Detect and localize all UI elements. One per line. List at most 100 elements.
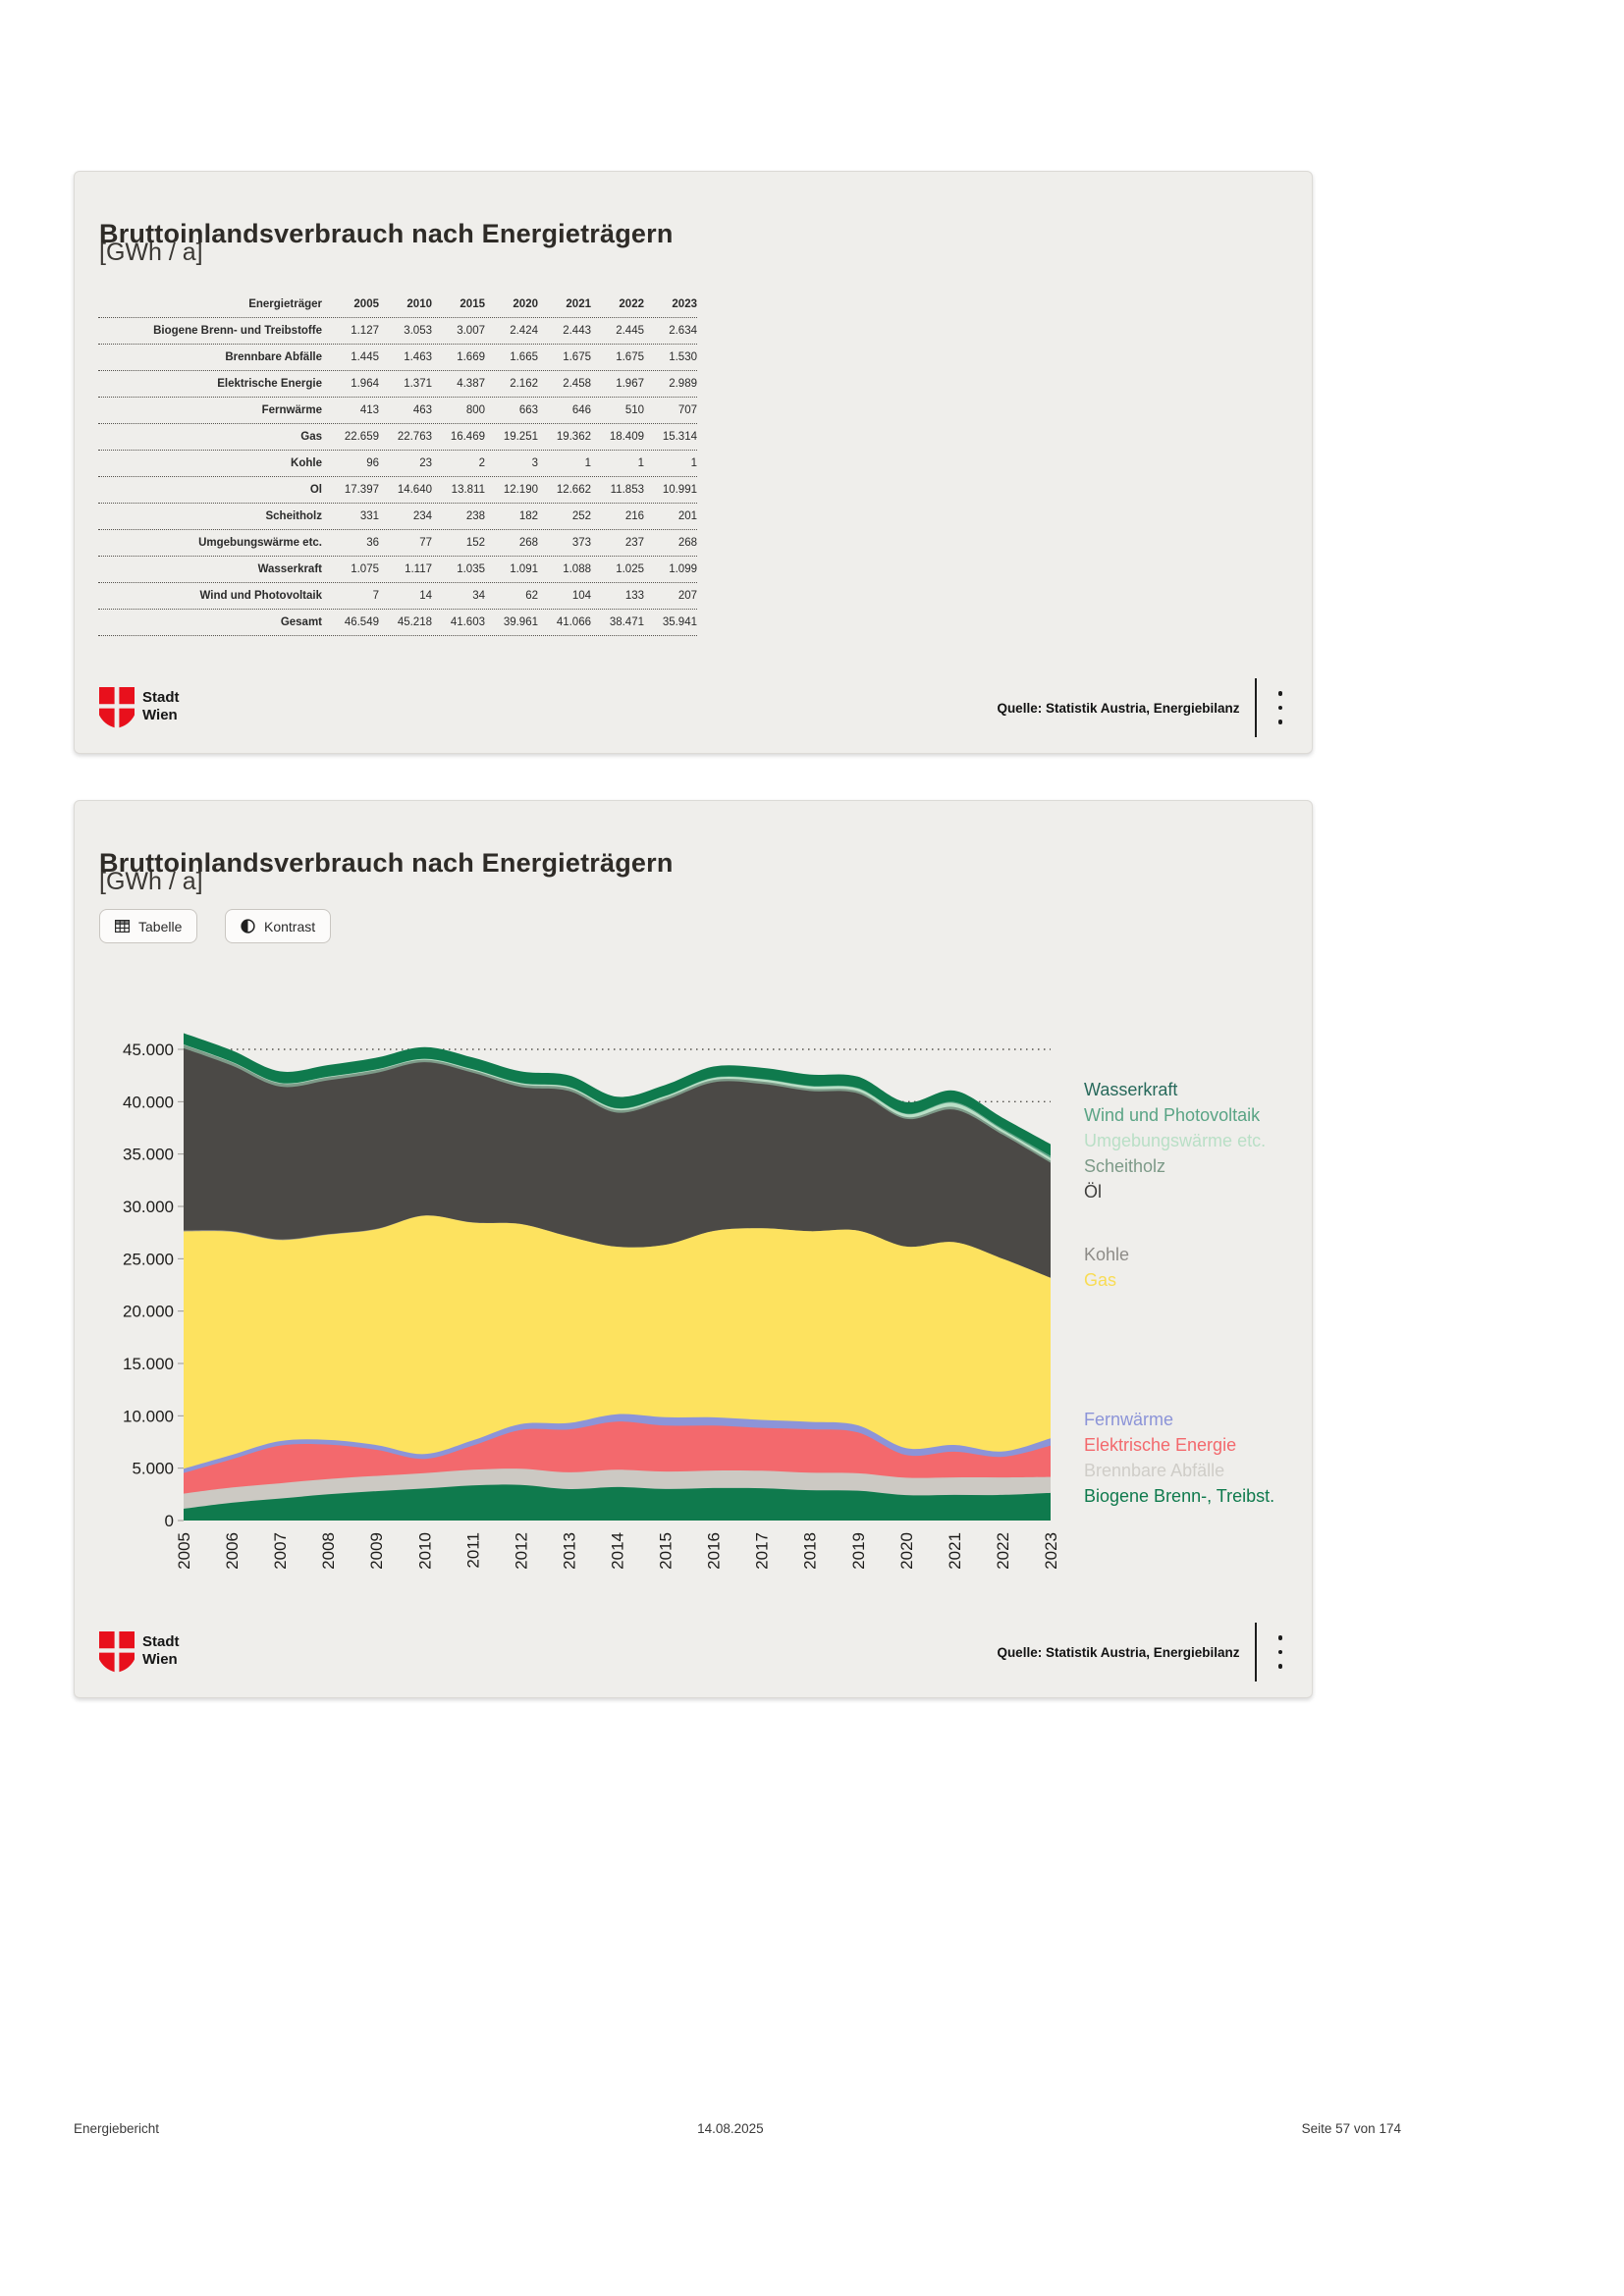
value-cell: 12.190 [503,484,538,496]
legend-wasserkraft[interactable]: Wasserkraft [1084,1080,1177,1099]
x-tick-label: 2006 [223,1532,242,1570]
value-cell: 663 [518,404,538,416]
y-tick-label: 10.000 [123,1407,174,1425]
x-axis-labels: 2005 2006 2007 2008 2009 2010 2011 2012 2013 2014… [175,1532,1060,1570]
value-cell: 1.530 [669,351,697,363]
value-cell: 14 [419,590,432,602]
y-tick-label: 30.000 [123,1198,174,1216]
table-row: Wasserkraft 1.075 1.117 1.035 1.091 1.088 1.02… [98,557,697,583]
legend-biogene-brenn-treibst[interactable]: Biogene Brenn-, Treibst. [1084,1486,1274,1506]
value-cell: 36 [366,537,379,549]
value-cell: 34 [472,590,485,602]
value-cell: 413 [359,404,379,416]
x-tick-label: 2023 [1042,1532,1060,1570]
value-cell: 11.853 [610,484,644,496]
value-cell: 237 [624,537,644,549]
table-row: Wind und Photovoltaik 7 14 34 62 104 133 207 [98,583,697,610]
value-cell: 16.469 [450,431,485,443]
value-cell: 238 [465,510,485,522]
x-tick-label: 2010 [415,1532,434,1570]
value-cell: 19.362 [556,431,591,443]
logo-line-2: Wien [142,1650,178,1668]
column-header-label: Energieträger [248,298,322,310]
x-tick-label: 2016 [705,1532,724,1570]
value-cell: 1.463 [404,351,432,363]
value-cell: 1.669 [457,351,485,363]
kebab-menu-icon[interactable] [1269,683,1293,732]
value-cell: 1 [690,457,697,469]
value-cell: 331 [359,510,379,522]
value-cell: 1.099 [669,563,697,575]
value-cell: 2.989 [669,378,697,390]
value-cell: 77 [419,537,432,549]
row-label: Gesamt [280,616,322,628]
value-cell: 19.251 [503,431,538,443]
legend-brennbare-abf-lle[interactable]: Brennbare Abfälle [1084,1461,1224,1480]
x-tick-label: 2009 [367,1532,386,1570]
legend-kohle[interactable]: Kohle [1084,1245,1129,1264]
legend-l[interactable]: Öl [1084,1182,1102,1201]
table-row: Fernwärme 413 463 800 663 646 510 707 [98,398,697,424]
value-cell: 2.443 [563,325,591,337]
table-row: Brennbare Abfälle 1.445 1.463 1.669 1.665 1.6… [98,345,697,371]
logo-line-2: Wien [142,706,178,723]
x-tick-label: 2007 [271,1532,290,1570]
value-cell: 1.964 [351,378,379,390]
value-cell: 46.549 [344,616,379,628]
legend-scheitholz[interactable]: Scheitholz [1084,1156,1165,1176]
value-cell: 41.603 [450,616,485,628]
x-tick-label: 2017 [753,1532,772,1570]
stadt-wien-shield-icon [99,687,135,728]
value-cell: 152 [465,537,485,549]
legend-elektrische-energie[interactable]: Elektrische Energie [1084,1435,1236,1455]
row-label: Brennbare Abfälle [225,351,322,363]
legend-fernw-rme[interactable]: Fernwärme [1084,1410,1173,1429]
value-cell: 18.409 [609,431,644,443]
contrast-icon [241,919,255,934]
x-tick-label: 2021 [946,1532,964,1570]
area-biogene-brenn-treibst[interactable] [184,1484,1051,1521]
y-tick-label: 20.000 [123,1303,174,1321]
card-title: Bruttoinlandsverbrauch nach Energieträge… [99,848,674,879]
value-cell: 216 [624,510,644,522]
value-cell: 234 [412,510,432,522]
value-cell: 3 [531,457,538,469]
row-label: Umgebungswärme etc. [198,537,322,549]
row-label: Gas [300,431,322,443]
kebab-menu-icon[interactable] [1269,1628,1293,1677]
consumption-area-chart[interactable]: 0 5.000 10.000 15.000 20.000 25.000 30.000 35.0… [75,997,1314,1606]
table-row: Gesamt 46.549 45.218 41.603 39.961 41.066 38.4… [98,610,697,636]
value-cell: 104 [571,590,591,602]
legend-gas[interactable]: Gas [1084,1270,1116,1290]
value-cell: 1.075 [351,563,379,575]
value-cell: 800 [465,404,485,416]
value-cell: 646 [571,404,591,416]
stacked-areas[interactable] [184,1033,1051,1522]
value-cell: 38.471 [609,616,644,628]
table-row: Öl 17.397 14.640 13.811 12.190 12.662 11.853 10… [98,477,697,504]
contrast-button[interactable]: Kontrast [225,909,332,943]
value-cell: 15.314 [662,431,697,443]
value-cell: 1.127 [351,325,379,337]
table-view-button[interactable]: Tabelle [99,909,198,943]
value-cell: 252 [571,510,591,522]
y-tick-label: 5.000 [132,1460,174,1478]
value-cell: 2.458 [563,378,591,390]
table-row: Biogene Brenn- und Treibstoffe 1.127 3.053… [98,318,697,345]
table-icon [115,920,130,933]
x-tick-label: 2014 [609,1532,627,1570]
value-cell: 7 [372,590,379,602]
document-title: Energiebericht [74,2121,160,2136]
column-header-cell: 2023 [672,298,697,310]
legend-wind-und-photovoltaik[interactable]: Wind und Photovoltaik [1084,1105,1261,1125]
value-cell: 1.025 [616,563,644,575]
value-cell: 1.445 [351,351,379,363]
card-title: Bruttoinlandsverbrauch nach Energieträge… [99,219,674,249]
legend-umgebungsw-rme-etc[interactable]: Umgebungswärme etc. [1084,1131,1266,1150]
card-unit-subtitle: [GWh / a] [99,239,203,266]
table-row: Kohle 96 23 2 3 1 1 1 [98,451,697,477]
stadt-wien-shield-icon [99,1631,135,1673]
table-header-row: Energieträger 2005 2010 2015 2020 2021 2022 202… [98,292,697,318]
x-tick-label: 2019 [849,1532,868,1570]
table-row: Gas 22.659 22.763 16.469 19.251 19.362 18.409 1… [98,424,697,451]
